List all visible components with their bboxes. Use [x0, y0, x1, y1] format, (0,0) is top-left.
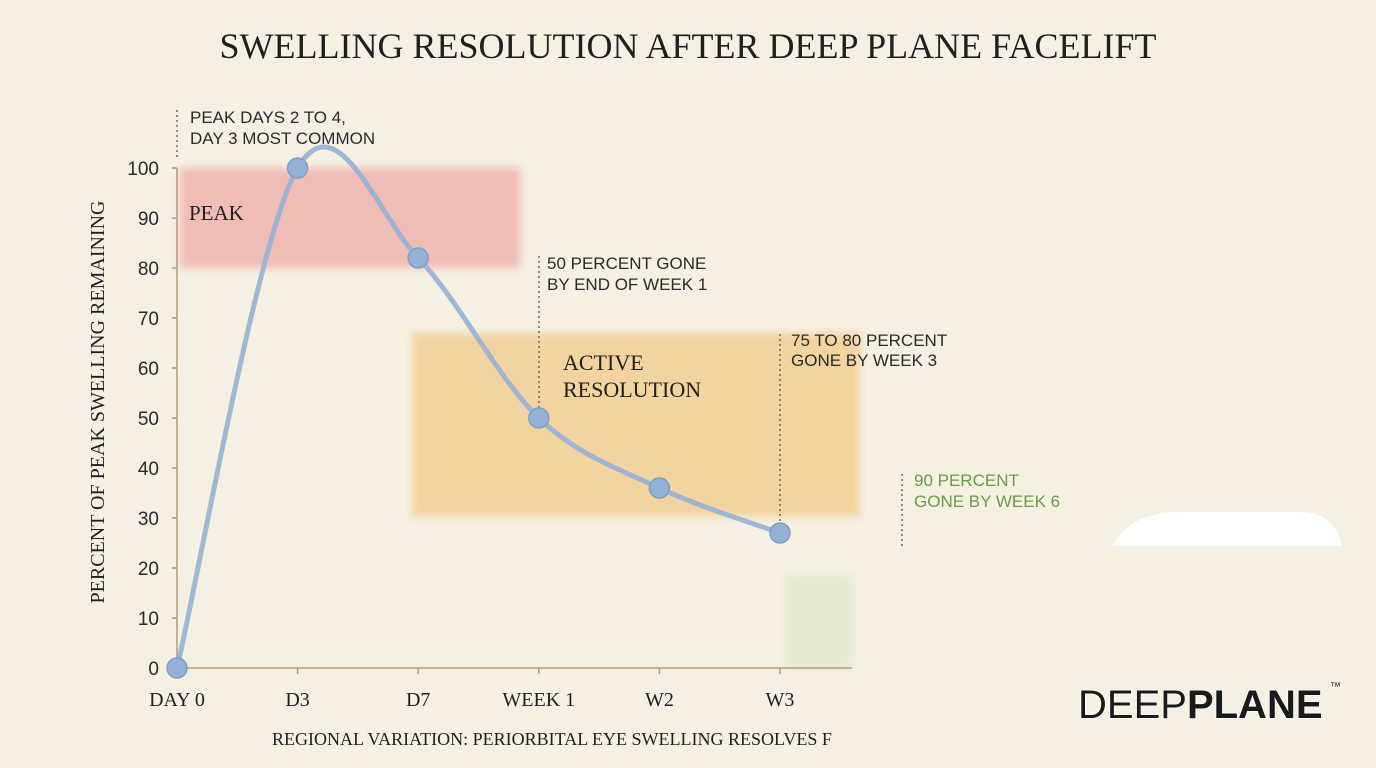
- y-tick-label: 90: [138, 209, 159, 230]
- y-tick-label: 30: [138, 509, 159, 530]
- data-point: [769, 522, 791, 544]
- x-tick-label: WEEK 1: [502, 689, 575, 711]
- x-tick-label: W3: [766, 689, 795, 711]
- annotation: PEAK DAYS 2 TO 4,: [190, 108, 346, 127]
- logo-part: PLANE: [1187, 683, 1323, 727]
- y-tick-label: 70: [138, 309, 159, 330]
- logo: DEEPPLANE: [1078, 683, 1323, 727]
- footnote: REGIONAL VARIATION: PERIORBITAL EYE SWEL…: [272, 729, 832, 749]
- x-tick-label: D3: [285, 689, 309, 711]
- y-tick-label: 40: [138, 459, 159, 480]
- annotation: DAY 3 MOST COMMON: [190, 129, 375, 148]
- annotation: GONE BY WEEK 6: [914, 492, 1060, 511]
- annotation: 75 TO 80 PERCENT: [791, 331, 947, 350]
- annotation: 90 PERCENT: [914, 471, 1019, 490]
- annotation: 50 PERCENT GONE: [547, 254, 706, 273]
- logo-part: DEEP: [1078, 683, 1187, 727]
- resolution-zone: [412, 333, 860, 517]
- y-tick-label: 60: [138, 359, 159, 380]
- zone-label: PEAK: [189, 201, 244, 225]
- zone-label: ACTIVE: [563, 350, 644, 375]
- zone-label: RESOLUTION: [563, 377, 701, 402]
- data-point: [166, 657, 188, 679]
- y-axis-label: PERCENT OF PEAK SWELLING REMAINING: [87, 201, 109, 604]
- y-tick-label: 50: [138, 409, 159, 430]
- data-point: [286, 157, 309, 179]
- y-tick-label: 10: [138, 609, 159, 630]
- x-tick-label: DAY 0: [149, 689, 205, 711]
- data-point: [528, 407, 550, 429]
- annotation: BY END OF WEEK 1: [547, 275, 707, 294]
- y-tick-label: 100: [127, 159, 159, 180]
- data-point: [407, 247, 429, 269]
- x-tick-label: D7: [406, 689, 430, 711]
- late-zone: [786, 575, 852, 668]
- logo-mark: ™: [1330, 681, 1341, 693]
- x-tick-label: W2: [645, 689, 674, 711]
- y-tick-label: 0: [148, 659, 159, 680]
- chart-title: SWELLING RESOLUTION AFTER DEEP PLANE FAC…: [220, 26, 1157, 66]
- y-tick-label: 20: [138, 559, 159, 580]
- y-tick-label: 80: [138, 259, 159, 280]
- decoration: [1112, 512, 1342, 546]
- annotation: GONE BY WEEK 3: [791, 351, 937, 370]
- data-point: [648, 477, 671, 499]
- peak-zone: [180, 168, 520, 268]
